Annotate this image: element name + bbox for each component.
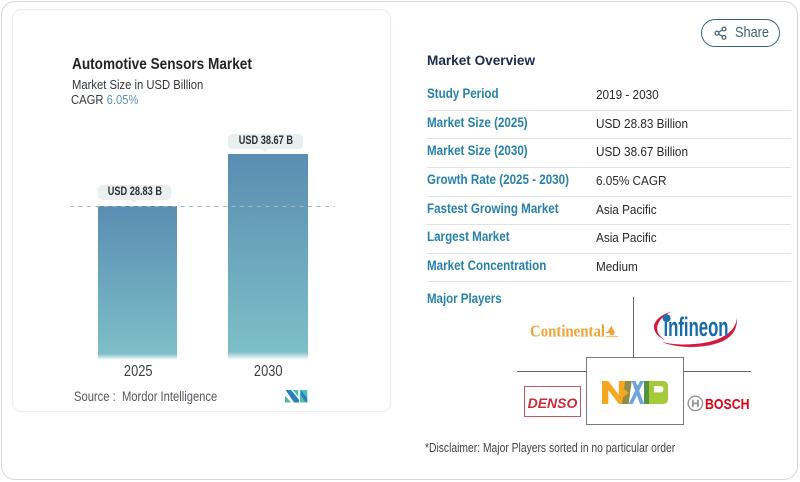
svg-text:Continental: Continental [530, 322, 605, 341]
svg-text:BOSCH: BOSCH [705, 397, 750, 412]
svg-text:ınfineon: ınfineon [664, 312, 729, 342]
